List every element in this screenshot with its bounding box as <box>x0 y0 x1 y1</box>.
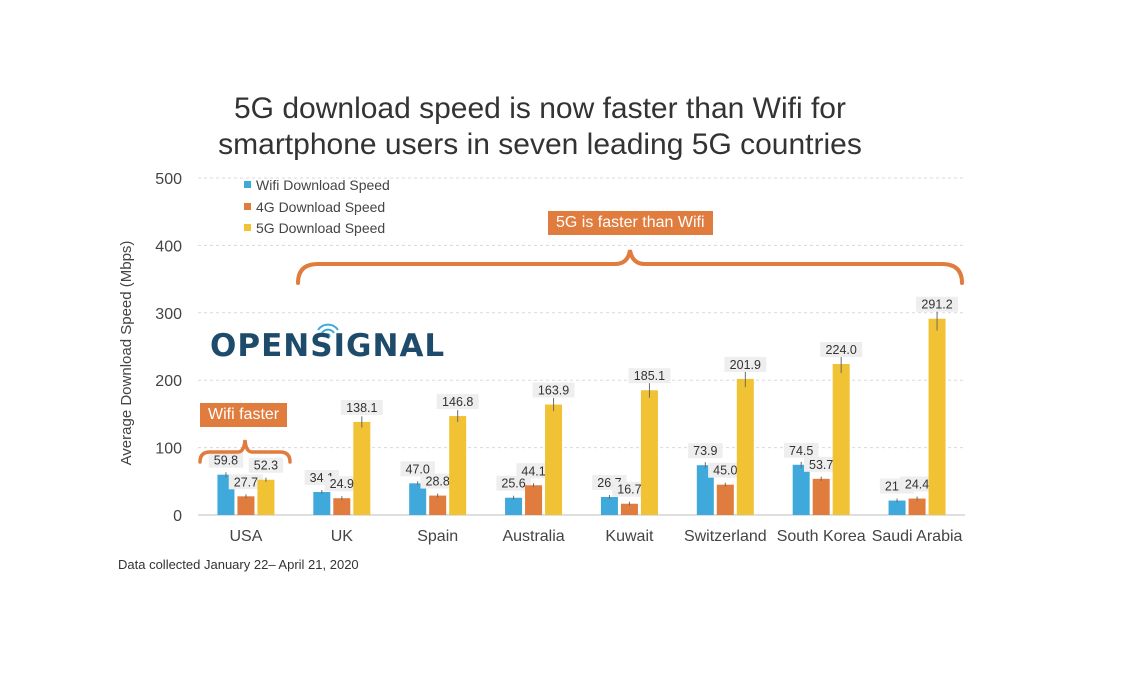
data-label-bg <box>532 382 575 398</box>
data-label-bg <box>436 394 479 410</box>
bar-4g <box>429 495 447 515</box>
bar-wifi <box>409 483 427 515</box>
data-label-bg <box>820 342 863 358</box>
bar-wifi <box>792 464 810 515</box>
data-label-bg <box>803 456 839 472</box>
logo-signal-arc-1 <box>321 328 335 334</box>
chart-title-line1: 5G download speed is now faster than Wif… <box>234 92 846 125</box>
bar-wifi <box>600 497 618 515</box>
legend-swatch <box>244 181 251 188</box>
x-tick-label: Kuwait <box>605 528 654 545</box>
bar-5g <box>736 378 754 515</box>
x-tick-label: Spain <box>417 528 458 545</box>
bracket-5g-faster <box>296 249 964 285</box>
bar-wifi <box>888 500 906 515</box>
y-tick-label: 200 <box>155 373 182 390</box>
x-tick-label: South Korea <box>777 528 866 545</box>
data-label: 44.1 <box>521 464 545 478</box>
data-label-bg <box>420 473 455 489</box>
y-tick-label: 100 <box>155 441 182 458</box>
data-label-bg <box>899 476 935 492</box>
data-label-bg <box>916 296 959 312</box>
bar-4g <box>716 484 734 515</box>
bar-4g <box>908 498 926 515</box>
bar-4g <box>333 498 351 515</box>
data-label-bg <box>612 481 647 497</box>
data-label: 28.8 <box>426 475 450 489</box>
x-tick-label: UK <box>331 528 354 545</box>
data-label-bg <box>783 442 819 458</box>
x-tick-label: Switzerland <box>684 528 767 545</box>
y-tick-label: 300 <box>155 306 182 323</box>
data-label-bg <box>228 474 264 490</box>
data-label: 16.7 <box>617 483 641 497</box>
data-label: 291.2 <box>921 298 952 312</box>
bar-5g <box>832 364 850 515</box>
data-label-bg <box>688 443 723 459</box>
bar-5g <box>545 404 563 515</box>
data-label-bg <box>248 457 284 473</box>
data-label: 138.1 <box>346 401 377 415</box>
bar-5g <box>449 416 467 515</box>
data-label-bg <box>400 461 435 477</box>
data-label: 73.9 <box>693 444 717 458</box>
data-label: 163.9 <box>538 384 569 398</box>
bar-4g <box>525 485 543 515</box>
bar-wifi <box>313 492 331 515</box>
logo-signal-dot <box>325 333 331 339</box>
data-label: 47.0 <box>406 462 430 476</box>
footnote: Data collected January 22– April 21, 202… <box>118 557 359 572</box>
bar-wifi <box>505 497 523 515</box>
data-label: 201.9 <box>730 358 761 372</box>
data-label: 185.1 <box>634 369 665 383</box>
data-label-bg <box>340 399 383 415</box>
bar-4g <box>812 478 830 515</box>
y-tick-label: 400 <box>155 238 182 255</box>
data-label: 53.7 <box>809 458 833 472</box>
data-label-bg <box>628 368 671 384</box>
data-label: 146.8 <box>442 395 473 409</box>
legend-label: Wifi Download Speed <box>256 177 390 193</box>
data-label-bg <box>496 475 531 491</box>
data-label-bg <box>724 356 767 372</box>
chart-title-line2: smartphone users in seven leading 5G cou… <box>218 128 862 161</box>
data-label: 24.9 <box>330 477 354 491</box>
bar-5g <box>640 390 658 515</box>
bar-4g <box>237 496 255 515</box>
data-label: 74.5 <box>789 444 813 458</box>
logo-signal-arc-2 <box>317 323 339 331</box>
data-label: 24.4 <box>905 478 929 492</box>
callout-wifi-faster: Wifi faster <box>200 403 288 427</box>
callout-5g-faster: 5G is faster than Wifi <box>548 211 713 235</box>
y-axis-label: Average Download Speed (Mbps) <box>118 241 135 466</box>
bar-4g <box>620 503 638 515</box>
data-label-bg <box>208 452 244 468</box>
data-label: 59.8 <box>214 454 238 468</box>
data-label: 27.7 <box>234 475 258 489</box>
data-label: 25.6 <box>501 477 525 491</box>
legend-swatch <box>244 203 251 210</box>
data-label: 45.0 <box>713 464 737 478</box>
data-label-bg <box>708 462 743 478</box>
bracket-wifi-faster <box>198 439 292 464</box>
bar-5g <box>928 318 946 515</box>
legend-swatch <box>244 224 251 231</box>
bar-5g <box>353 421 371 515</box>
x-tick-label: Saudi Arabia <box>872 528 963 545</box>
x-tick-label: USA <box>229 528 262 545</box>
legend-label: 4G Download Speed <box>256 199 385 215</box>
y-tick-label: 0 <box>173 508 182 525</box>
opensignal-logo: OPENSIGNAL <box>210 328 446 364</box>
y-tick-label: 500 <box>155 171 182 188</box>
data-label-bg <box>516 463 551 479</box>
data-label: 52.3 <box>254 459 278 473</box>
x-tick-label: Australia <box>502 528 564 545</box>
data-label: 224.0 <box>826 343 857 357</box>
bar-5g <box>257 479 275 515</box>
data-label-bg <box>324 476 360 492</box>
legend-label: 5G Download Speed <box>256 220 385 236</box>
